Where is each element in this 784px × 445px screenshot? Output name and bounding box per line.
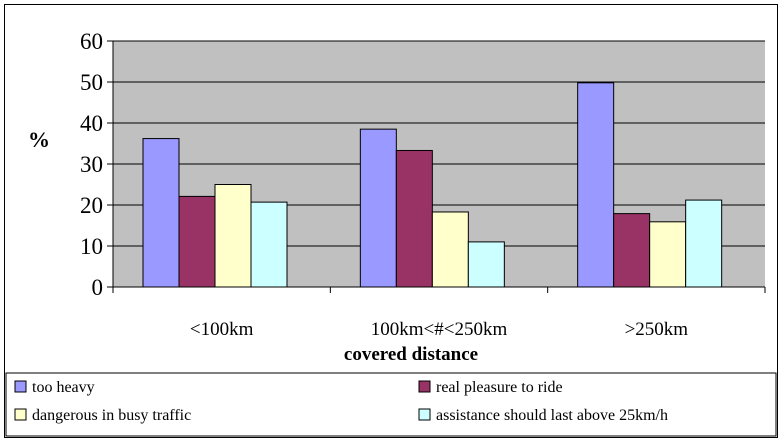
y-tick-label: 0 <box>92 275 104 300</box>
bar-dangerous-in-busy-traffic-0 <box>214 184 252 288</box>
y-tick-label: 40 <box>80 111 103 136</box>
y-axis-label: % <box>28 127 50 152</box>
y-tick-label: 30 <box>80 152 103 177</box>
bar-real-pleasure-to-ride-2 <box>613 213 651 288</box>
bar-too-heavy-2 <box>577 82 615 288</box>
legend-box <box>5 372 777 437</box>
y-tick-label: 10 <box>80 234 103 259</box>
axes: 0 10 20 30 40 50 60 <100km 100km<#<250km >250km <box>80 29 766 340</box>
bar-too-heavy-0 <box>142 138 180 288</box>
bar-chart: 0 10 20 30 40 50 60 <100km 100km<#<250km >250km %… <box>5 29 777 437</box>
legend-swatch <box>14 380 27 393</box>
legend-swatch <box>418 408 431 421</box>
legend-label: assistance should last above 25km/h <box>436 407 668 424</box>
bar-assistance-should-last-above-25km-h-0 <box>250 201 288 288</box>
legend: too heavy real pleasure to ride dangerous … <box>5 372 777 437</box>
y-tick-label: 50 <box>80 70 103 95</box>
x-axis-label: covered distance <box>344 344 478 365</box>
bar-dangerous-in-busy-traffic-2 <box>649 221 687 288</box>
x-tick-label: <100km <box>190 319 254 340</box>
legend-swatch <box>418 380 431 393</box>
legend-swatch <box>14 408 27 421</box>
legend-label: too heavy <box>32 379 95 396</box>
bar-real-pleasure-to-ride-1 <box>395 149 433 288</box>
legend-label: real pleasure to ride <box>436 379 563 396</box>
bar-assistance-should-last-above-25km-h-1 <box>467 241 505 288</box>
bar-assistance-should-last-above-25km-h-2 <box>685 199 723 288</box>
y-tick-label: 60 <box>80 29 103 54</box>
bar-too-heavy-1 <box>359 128 397 288</box>
x-tick-label: >250km <box>625 319 689 340</box>
legend-label: dangerous in busy traffic <box>32 407 191 424</box>
x-tick-label: 100km<#<250km <box>371 319 508 340</box>
chart-frame: 0 10 20 30 40 50 60 <100km 100km<#<250km >250km %… <box>4 4 778 438</box>
bar-dangerous-in-busy-traffic-1 <box>431 211 469 288</box>
bar-real-pleasure-to-ride-0 <box>178 195 216 288</box>
y-tick-label: 20 <box>80 193 103 218</box>
bars <box>142 82 723 288</box>
